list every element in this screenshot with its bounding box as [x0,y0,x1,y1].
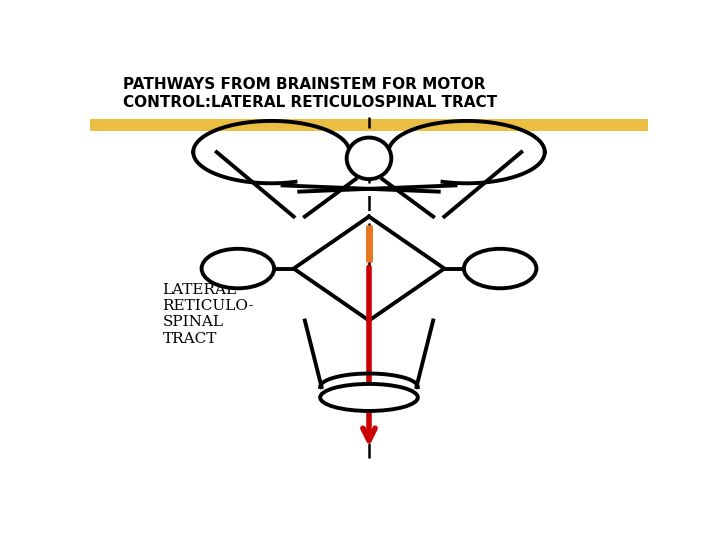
Text: LATERAL
RETICULO-
SPINAL
TRACT: LATERAL RETICULO- SPINAL TRACT [163,283,254,346]
Ellipse shape [464,249,536,288]
Text: PATHWAYS FROM BRAINSTEM FOR MOTOR
CONTROL:LATERAL RETICULOSPINAL TRACT: PATHWAYS FROM BRAINSTEM FOR MOTOR CONTRO… [124,77,498,110]
FancyBboxPatch shape [90,119,648,131]
Ellipse shape [320,384,418,411]
Ellipse shape [202,249,274,288]
Ellipse shape [347,138,392,179]
